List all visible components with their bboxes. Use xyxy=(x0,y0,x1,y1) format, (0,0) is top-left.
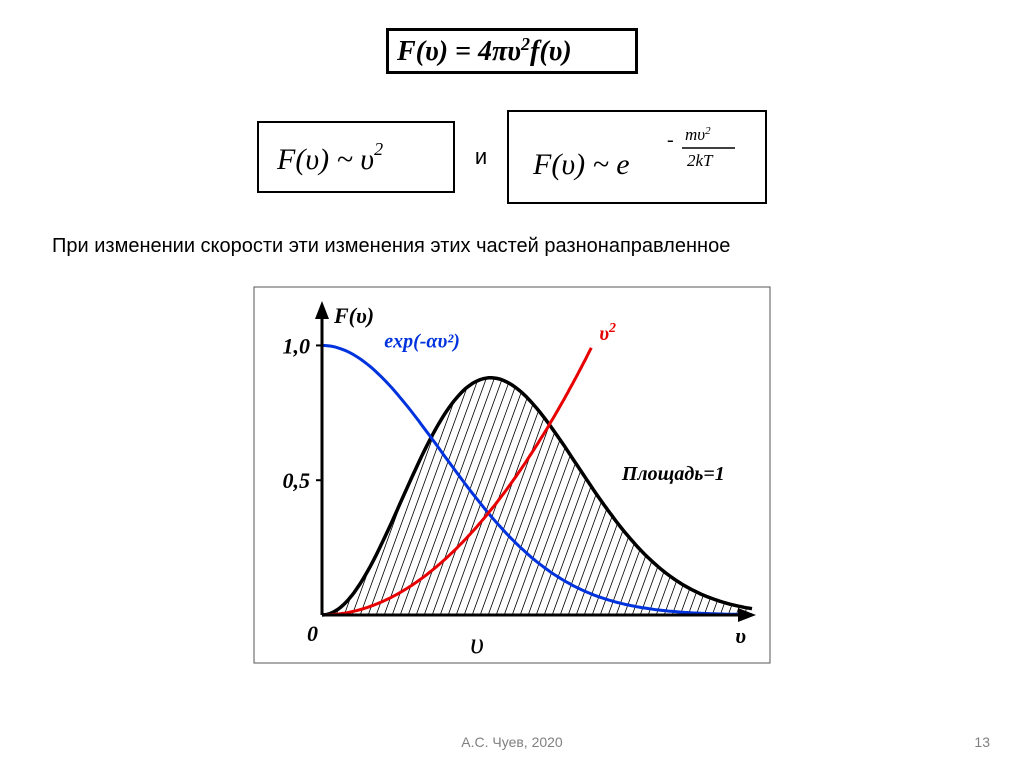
svg-text:υ2: υ2 xyxy=(599,321,616,345)
svg-text:F(υ): F(υ) xyxy=(333,303,374,328)
svg-text:-: - xyxy=(667,129,674,151)
svg-text:F(υ) = 4πυ2f(υ): F(υ) = 4πυ2f(υ) xyxy=(397,34,572,67)
equation-right-box: F(υ) ~ e - mυ2 2kT xyxy=(507,110,767,204)
svg-text:mυ2: mυ2 xyxy=(685,125,711,144)
svg-text:Площадь=1: Площадь=1 xyxy=(621,463,725,485)
svg-text:F(υ) ~ υ2: F(υ) ~ υ2 xyxy=(276,139,383,176)
svg-text:υ: υ xyxy=(735,623,746,648)
svg-text:exp(-αυ²): exp(-αυ²) xyxy=(384,330,460,352)
svg-text:0: 0 xyxy=(307,621,318,646)
svg-text:2kT: 2kT xyxy=(687,151,714,170)
maxwell-chart: 1,0 0,5 F(υ) 0 υ υ exp(-αυ²) υ2 Площадь=1 xyxy=(252,285,772,665)
footer-author: А.С. Чуев, 2020 xyxy=(461,734,562,750)
svg-text:υ: υ xyxy=(470,627,484,660)
equation-main-box: F(υ) = 4πυ2f(υ) xyxy=(386,28,638,74)
equation-left-box: F(υ) ~ υ2 xyxy=(257,121,455,193)
equation-left: F(υ) ~ υ2 xyxy=(271,127,441,187)
body-text: При изменении скорости эти изменения эти… xyxy=(52,235,730,258)
svg-text:F(υ) ~ e: F(υ) ~ e xyxy=(532,148,630,181)
chart-container: 1,0 0,5 F(υ) 0 υ υ exp(-αυ²) υ2 Площадь=1 xyxy=(252,285,772,670)
svg-text:0,5: 0,5 xyxy=(283,468,311,493)
equation-right: F(υ) ~ e - mυ2 2kT xyxy=(527,118,747,196)
footer-page: 13 xyxy=(974,734,990,750)
svg-text:1,0: 1,0 xyxy=(283,333,311,358)
equation-row: F(υ) ~ υ2 и F(υ) ~ e - mυ2 2kT xyxy=(0,110,1024,204)
conjunction: и xyxy=(475,144,487,170)
equation-main: F(υ) = 4πυ2f(υ) xyxy=(397,33,627,69)
slide: F(υ) = 4πυ2f(υ) F(υ) ~ υ2 и F(υ) ~ e - m… xyxy=(0,0,1024,768)
